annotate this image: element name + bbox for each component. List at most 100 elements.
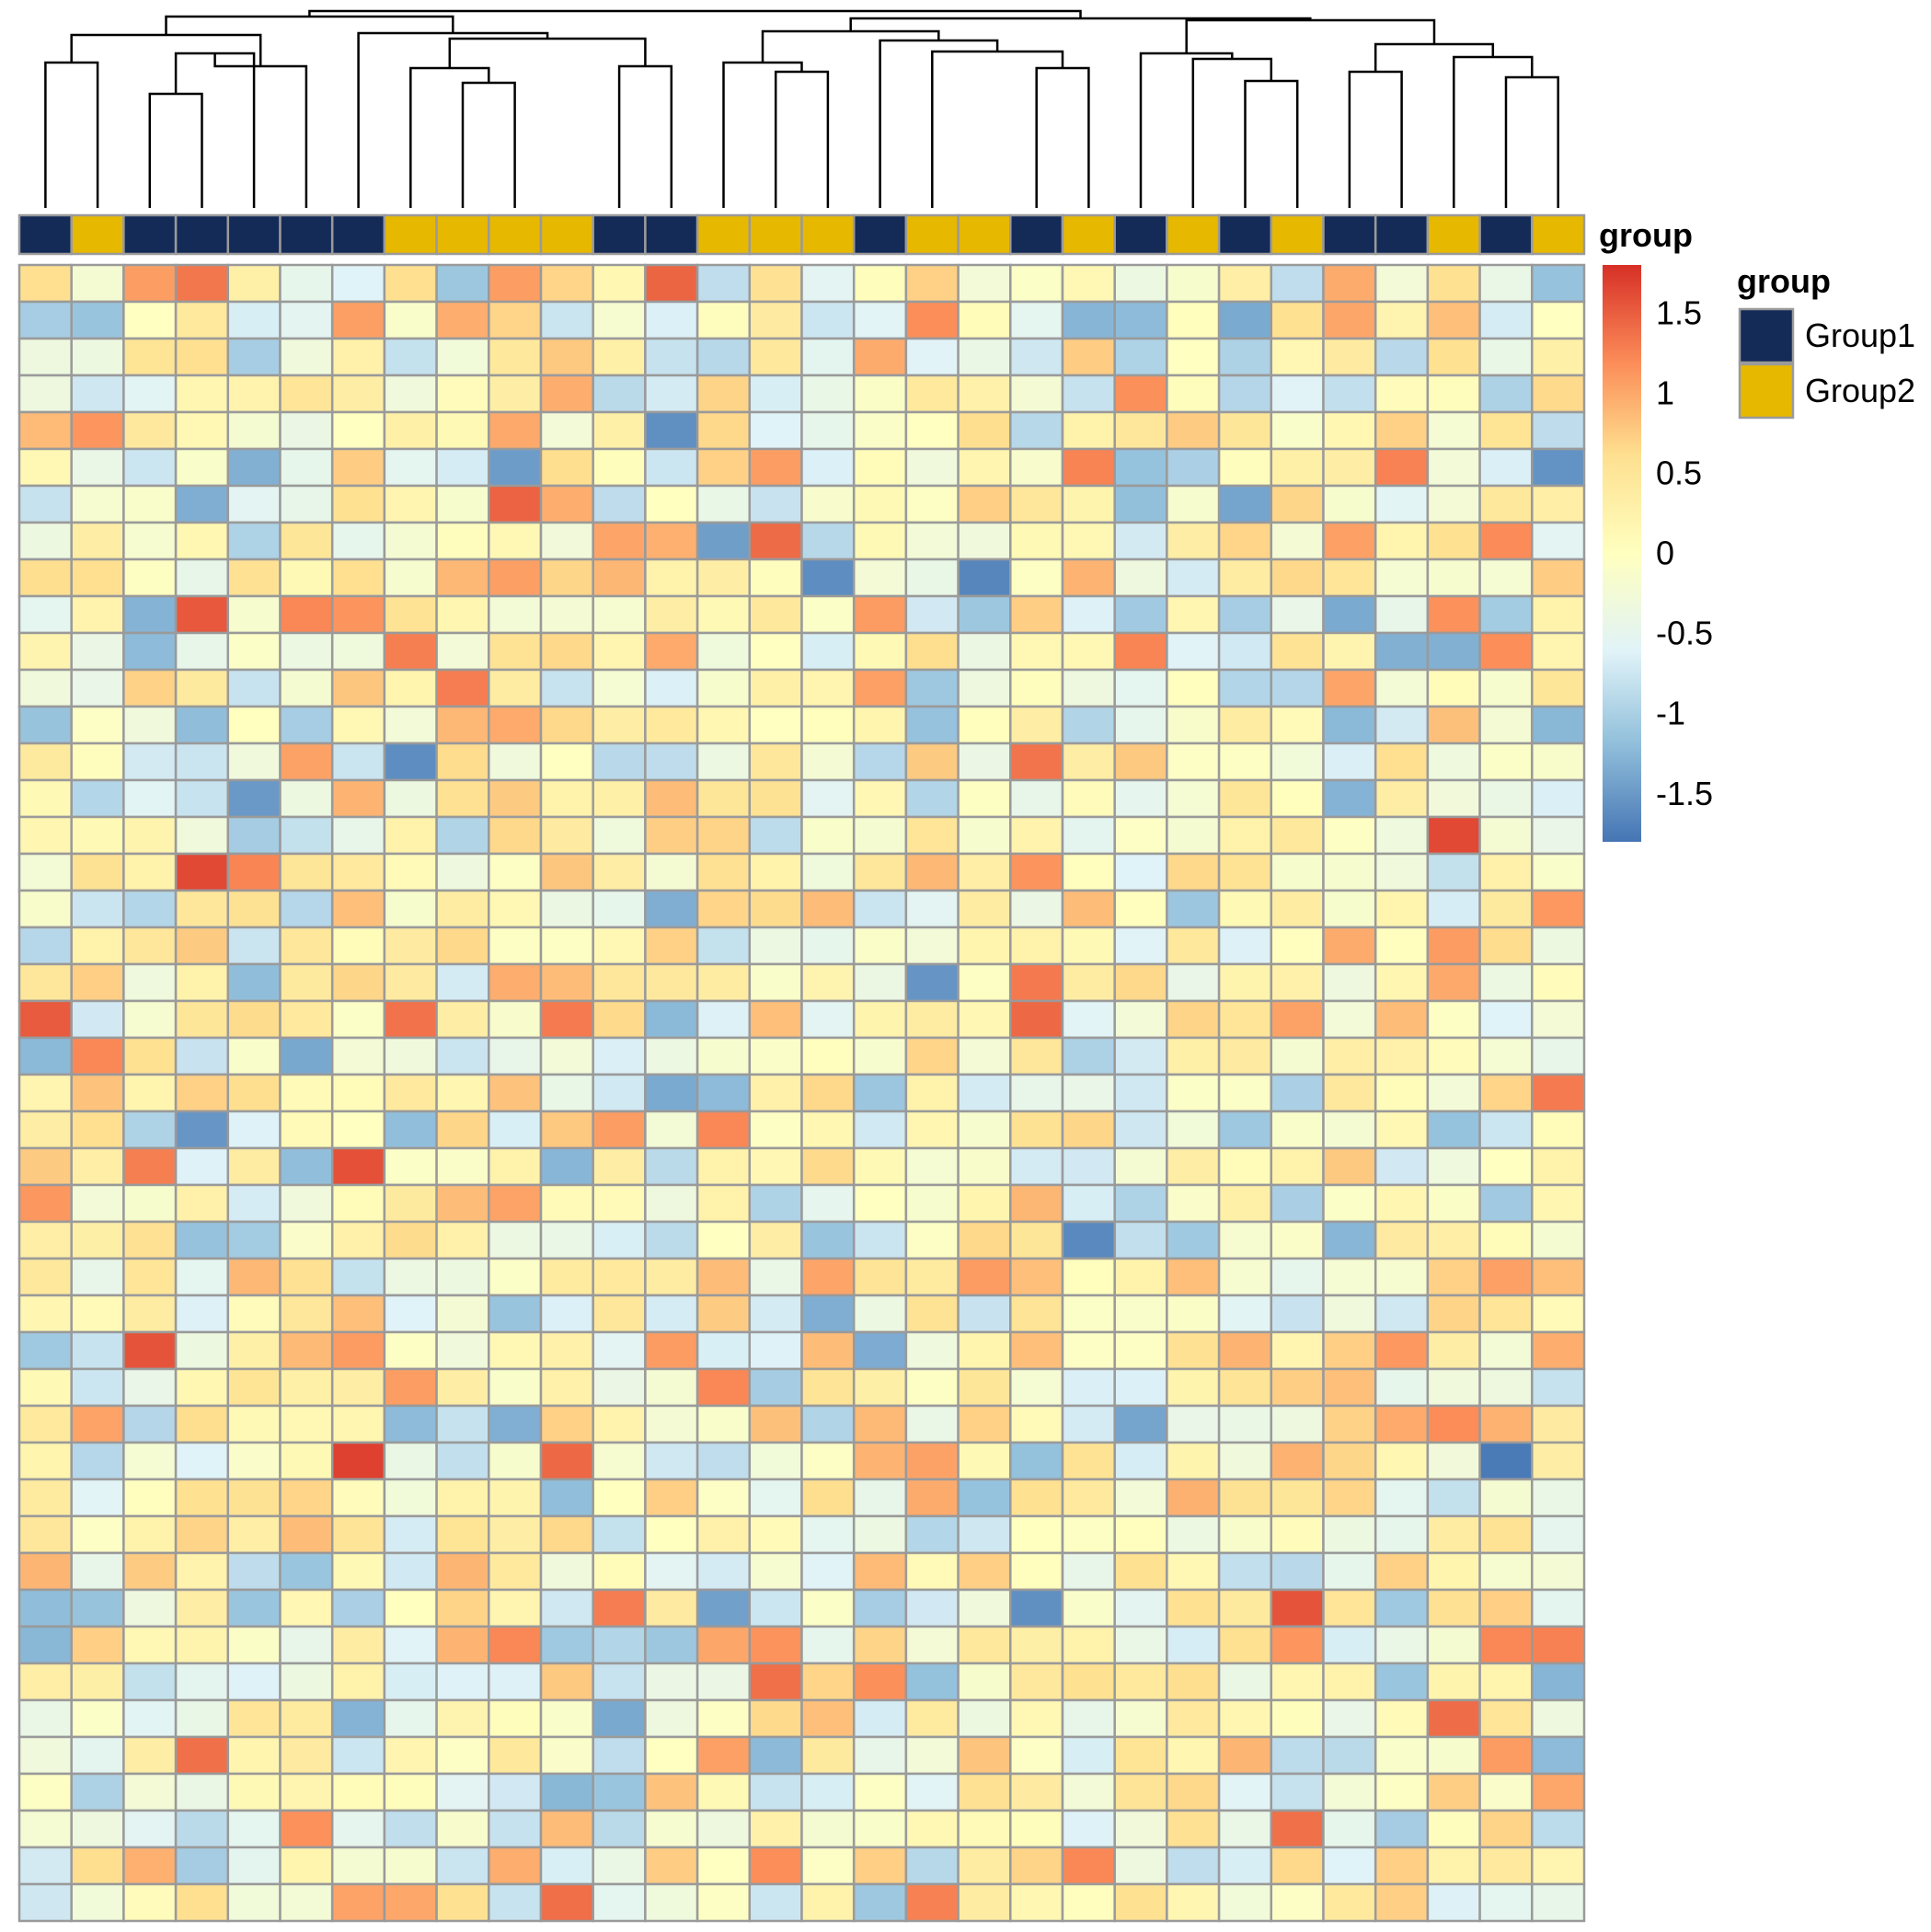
heatmap-cell <box>174 1809 230 1849</box>
heatmap-cell <box>957 815 1012 856</box>
heatmap-cell <box>383 1809 438 1849</box>
heatmap-cell <box>279 1625 334 1665</box>
heatmap-cell <box>17 1514 73 1555</box>
heatmap-cell <box>644 1441 699 1481</box>
heatmap-cell <box>435 1073 490 1113</box>
heatmap-cell <box>1061 668 1116 708</box>
heatmap-cell <box>1531 1367 1586 1408</box>
heatmap-cell <box>1270 1662 1325 1702</box>
heatmap-cell <box>17 1735 73 1776</box>
heatmap-cell <box>852 337 908 377</box>
heatmap-cell <box>70 1514 125 1555</box>
heatmap-cell <box>1531 337 1586 377</box>
heatmap-cell <box>1374 631 1430 672</box>
heatmap-cell <box>1113 889 1168 929</box>
heatmap-cell <box>592 705 647 745</box>
heatmap-cell <box>957 999 1012 1040</box>
heatmap-cell <box>1217 1183 1273 1224</box>
heatmap-cell <box>695 1257 752 1297</box>
heatmap-cell <box>748 410 803 451</box>
heatmap-cell <box>279 521 334 561</box>
heatmap-cell <box>1531 815 1586 856</box>
heatmap-cell <box>70 447 125 488</box>
heatmap-cell <box>174 1882 230 1923</box>
heatmap-cell <box>1426 778 1481 819</box>
heatmap-cell <box>279 1588 334 1628</box>
heatmap-cell <box>1113 742 1168 782</box>
heatmap-cell <box>279 1662 334 1702</box>
heatmap-cell <box>226 631 282 672</box>
heatmap-cell <box>488 484 543 524</box>
heatmap-cell <box>435 742 490 782</box>
heatmap-cell <box>1531 1846 1586 1886</box>
heatmap-cell <box>435 558 490 598</box>
heatmap-cell <box>904 1367 960 1408</box>
heatmap-cell <box>1009 778 1064 819</box>
heatmap-cell <box>1374 521 1430 561</box>
heatmap-cell <box>70 1625 125 1665</box>
heatmap-cell <box>383 1330 438 1371</box>
heatmap-cell <box>1166 1772 1221 1812</box>
heatmap-cell <box>435 1478 490 1518</box>
heatmap-cell <box>1531 1882 1586 1923</box>
heatmap-cell <box>17 337 73 377</box>
heatmap-cell <box>539 1183 594 1224</box>
heatmap-cell <box>226 1294 282 1334</box>
heatmap-cell <box>435 1846 490 1886</box>
heatmap-cell <box>383 1698 438 1739</box>
heatmap-cell <box>279 410 334 451</box>
heatmap-cell <box>70 705 125 745</box>
heatmap-cell <box>695 1662 752 1702</box>
heatmap-cell <box>279 1073 334 1113</box>
heatmap-cell <box>852 1367 908 1408</box>
heatmap-cell <box>1270 1257 1325 1297</box>
heatmap-cell <box>226 1809 282 1849</box>
heatmap-cell <box>1113 1478 1168 1518</box>
heatmap-cell <box>17 1146 73 1187</box>
heatmap-cell <box>174 300 230 340</box>
heatmap-cell <box>330 1551 386 1592</box>
heatmap-cell <box>1166 1441 1221 1481</box>
heatmap-cell <box>1478 1367 1534 1408</box>
heatmap-cell <box>1531 374 1586 414</box>
annotation-cell <box>279 213 334 256</box>
heatmap-cell <box>800 889 856 929</box>
heatmap-cell <box>800 1146 856 1187</box>
heatmap-cell <box>383 962 438 1003</box>
heatmap-cell <box>1113 999 1168 1040</box>
heatmap-cell <box>1426 263 1481 304</box>
heatmap-cell <box>1531 742 1586 782</box>
heatmap-cell <box>644 1367 699 1408</box>
heatmap-cell <box>122 705 178 745</box>
heatmap-cell <box>70 1441 125 1481</box>
heatmap-cell <box>904 594 960 635</box>
heatmap-cell <box>1426 1698 1481 1739</box>
dendrogram-link <box>722 61 803 208</box>
heatmap-cell <box>1478 1735 1534 1776</box>
heatmap-cell <box>435 1698 490 1739</box>
heatmap-cell <box>800 815 856 856</box>
heatmap-cell <box>1166 1735 1221 1776</box>
heatmap-cell <box>1270 1735 1325 1776</box>
heatmap-cell <box>592 1478 647 1518</box>
heatmap-cell <box>644 1110 699 1150</box>
heatmap-cell <box>1374 1588 1430 1628</box>
heatmap-cell <box>174 1846 230 1886</box>
heatmap-cell <box>800 852 856 892</box>
heatmap-cell <box>488 962 543 1003</box>
heatmap-cell <box>174 1367 230 1408</box>
heatmap-cell <box>1478 705 1534 745</box>
heatmap-cell <box>852 410 908 451</box>
heatmap-cell <box>539 1441 594 1481</box>
heatmap-cell <box>122 521 178 561</box>
heatmap-cell <box>800 1882 856 1923</box>
heatmap-cell <box>800 1588 856 1628</box>
heatmap-cell <box>1061 447 1116 488</box>
heatmap-cell <box>852 1146 908 1187</box>
heatmap-cell <box>17 1330 73 1371</box>
heatmap-cell <box>748 1625 803 1665</box>
heatmap-cell <box>70 1294 125 1334</box>
heatmap-cell <box>1374 1662 1430 1702</box>
heatmap-cell <box>1166 778 1221 819</box>
heatmap-cell <box>1113 1294 1168 1334</box>
